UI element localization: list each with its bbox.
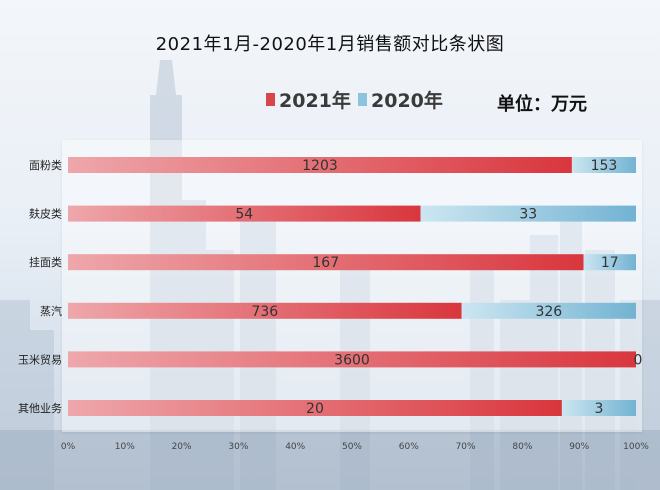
category-label: 蒸汽 [40,304,62,318]
bar-2020 [420,205,636,222]
x-tick-label: 20% [172,442,192,452]
bar-2020 [571,157,636,173]
category-label: 挂面类 [29,255,62,269]
plot-area [62,140,642,432]
bar-2021 [68,351,636,368]
x-tick-label: 50% [342,442,362,452]
x-tick-label: 90% [569,442,589,452]
bar-2021 [68,302,462,319]
x-tick-label: 70% [456,442,476,452]
x-tick-label: 30% [228,442,248,452]
bar-2021 [68,400,562,416]
value-label-2021: 167 [312,255,339,271]
chart-title: 2021年1月-2020年1月销售额对比条状图 [155,34,505,55]
category-label: 麸皮类 [29,207,62,221]
legend-swatch-2020 [358,93,367,106]
x-tick-label: 0% [61,442,76,452]
value-label-2021: 54 [235,207,253,223]
bar-2020 [461,302,636,319]
value-label-2021: 3600 [334,352,370,368]
value-label-2020: 326 [535,304,562,320]
legend-swatch-2021 [266,93,275,106]
x-tick-label: 100% [623,442,649,452]
legend-item-2021: 2021年 [266,86,351,113]
category-label: 面粉类 [29,158,62,172]
value-label-2020: 153 [591,158,618,174]
x-tick-label: 80% [512,442,532,452]
legend-label-2021: 2021年 [279,90,351,112]
bar-2020 [583,254,636,271]
category-label: 其他业务 [18,402,62,415]
value-label-2020: 17 [601,255,619,271]
value-label-2021: 20 [306,401,324,417]
bar-2021 [68,157,572,173]
x-tick-label: 60% [399,442,419,452]
bar-2020 [561,400,636,416]
value-label-2021: 1203 [302,158,338,174]
x-tick-label: 40% [285,442,305,452]
category-label: 玉米贸易 [18,353,62,366]
value-label-2021: 736 [251,304,278,320]
bar-2021 [68,254,584,271]
bar-2021 [68,205,421,222]
unit-label: 单位：万元 [497,94,587,115]
value-label-2020: 0 [634,352,643,368]
legend-item-2020: 2020年 [358,86,443,113]
value-label-2020: 33 [519,207,537,223]
value-label-2020: 3 [594,401,603,417]
legend-label-2020: 2020年 [371,90,443,112]
x-tick-label: 10% [115,442,135,452]
